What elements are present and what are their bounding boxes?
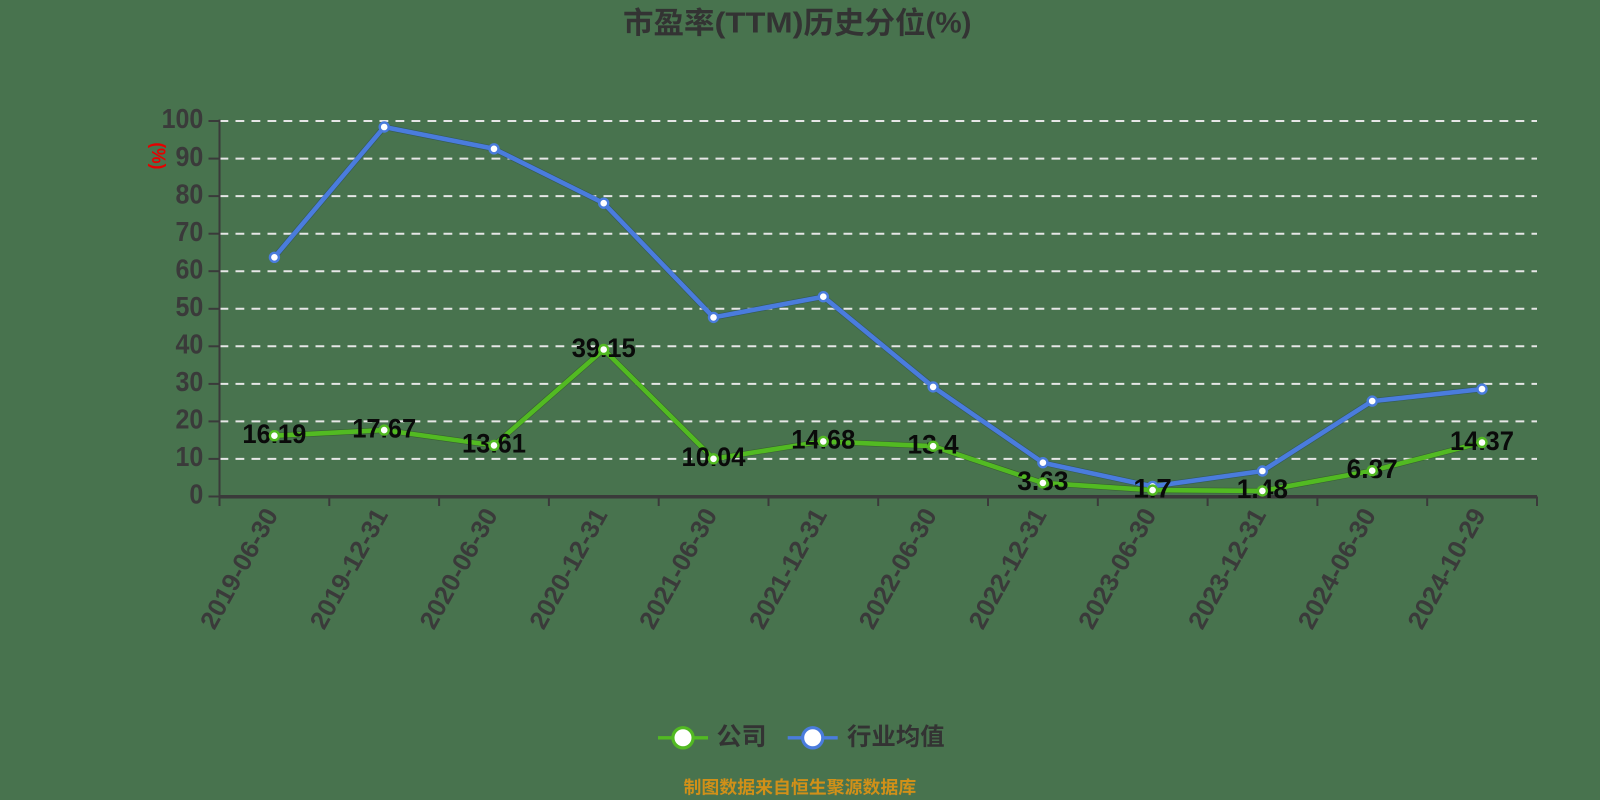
svg-text:(%): (%): [926, 8, 972, 40]
svg-text:0: 0: [189, 479, 203, 510]
svg-text:50: 50: [176, 291, 204, 322]
svg-text:10: 10: [176, 441, 204, 472]
svg-text:80: 80: [176, 178, 204, 209]
svg-text:100: 100: [162, 103, 204, 134]
svg-text:30: 30: [176, 366, 204, 397]
svg-text:70: 70: [176, 216, 204, 247]
svg-text:(%): (%): [147, 142, 169, 169]
svg-text:60: 60: [176, 253, 204, 284]
svg-text:90: 90: [176, 141, 204, 172]
svg-text:40: 40: [176, 329, 204, 360]
svg-text:(TTM): (TTM): [715, 8, 804, 40]
svg-text:20: 20: [176, 404, 204, 435]
